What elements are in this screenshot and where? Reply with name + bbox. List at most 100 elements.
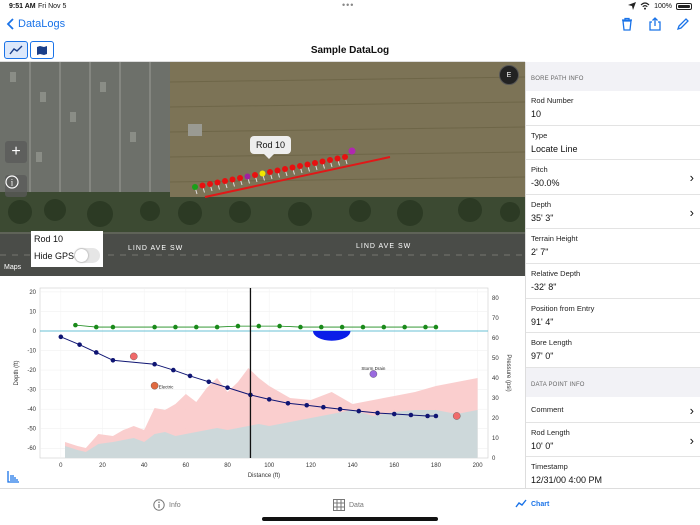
tab-info[interactable]: Info <box>153 499 181 511</box>
y2-tick-label: 20 <box>492 416 499 422</box>
pencil-icon[interactable] <box>676 17 690 31</box>
multitask-dots-icon[interactable]: ••• <box>342 0 355 10</box>
rod-marker[interactable] <box>214 179 221 186</box>
bore-field-label: Rod Number <box>531 96 574 105</box>
bore-field-value: 35' 3" <box>531 212 554 223</box>
y-axis-label: Depth (ft) <box>14 360 20 385</box>
rod-marker[interactable] <box>192 184 198 190</box>
water-body <box>312 330 351 341</box>
bore-path-point <box>408 412 414 418</box>
y2-tick-label: 0 <box>492 456 496 462</box>
rod-marker[interactable] <box>199 182 206 189</box>
bore-field-value: 10 <box>531 109 542 119</box>
rod-length-row[interactable]: Rod Length 10' 0" › <box>526 422 700 458</box>
terrain-point <box>173 324 178 330</box>
rod-marker[interactable] <box>207 181 213 187</box>
map-view-button[interactable] <box>30 41 54 59</box>
y-tick-label: -10 <box>27 349 36 355</box>
x-tick-label: 60 <box>183 463 190 469</box>
page-title: Sample DataLog <box>310 45 390 56</box>
rod-marker[interactable] <box>304 161 311 168</box>
bore-field-value: 91' 4" <box>531 316 554 327</box>
y-tick-label: 0 <box>33 329 37 335</box>
chevron-left-icon <box>6 18 14 30</box>
rod-marker[interactable] <box>297 163 303 169</box>
hide-gps-toggle[interactable] <box>74 248 100 263</box>
compass-icon[interactable]: E <box>499 65 519 85</box>
x-tick-label: 80 <box>224 463 231 469</box>
comment-row[interactable]: Comment › <box>526 396 700 423</box>
rod-marker[interactable] <box>327 157 333 163</box>
tab-chart[interactable]: Chart <box>515 499 549 509</box>
chevron-right-icon: › <box>689 170 694 186</box>
rod-marker[interactable] <box>237 175 243 181</box>
bore-path-point <box>337 406 343 412</box>
bore-path-point <box>391 411 397 417</box>
x-tick-label: 40 <box>141 463 148 469</box>
rod-marker[interactable] <box>319 158 326 165</box>
rod-marker[interactable] <box>259 170 266 177</box>
bore-chart[interactable]: 20 10 0 -10 -20 -30 -40 -50 -60 0 20 40 60 80 100 120 14… <box>0 278 525 488</box>
y-tick-label: -40 <box>27 407 36 413</box>
bore-field-label: Bore Length <box>531 338 572 348</box>
bore-path-point <box>304 402 310 408</box>
bore-field-row[interactable]: Depth 35' 3" › <box>526 194 700 230</box>
chart-view-button[interactable] <box>4 41 28 59</box>
rod-marker[interactable] <box>267 169 273 175</box>
locate-marker[interactable] <box>348 147 356 155</box>
tab-data-label: Data <box>349 501 364 509</box>
bore-path-point <box>171 367 176 373</box>
svg-text:i: i <box>11 178 14 188</box>
back-label: DataLogs <box>18 18 66 30</box>
terrain-point <box>73 322 78 328</box>
x-tick-label: 120 <box>306 463 317 469</box>
rod-marker[interactable] <box>244 173 251 180</box>
rod-marker[interactable] <box>282 166 288 172</box>
chart-marker <box>452 412 461 420</box>
terrain-point <box>193 324 199 330</box>
rod-marker[interactable] <box>289 164 296 171</box>
rod-marker[interactable] <box>229 176 236 183</box>
x-tick-label: 140 <box>348 463 359 469</box>
chevron-right-icon: › <box>689 402 694 418</box>
bore-path-point <box>356 408 362 414</box>
bore-path-point <box>93 350 99 355</box>
info-panel: BORE PATH INFO Rod Number 10 Type Locate Li… <box>525 62 700 488</box>
tab-data[interactable]: Data <box>333 499 364 511</box>
rod-marker[interactable] <box>252 172 258 178</box>
bore-field-row[interactable]: Pitch -30.0% › <box>526 160 700 195</box>
y-tick-label: 10 <box>29 309 36 315</box>
bore-field-label: Depth <box>531 199 552 209</box>
y2-axis-label: Pressure (psi) <box>505 354 511 391</box>
back-button[interactable]: DataLogs <box>6 18 65 30</box>
rod-marker[interactable] <box>222 178 228 184</box>
rod-marker[interactable] <box>312 160 318 166</box>
chart-options-icon <box>7 471 19 483</box>
chart-options-button[interactable] <box>3 467 23 487</box>
bore-path-point <box>225 385 230 390</box>
trash-icon[interactable] <box>620 17 634 31</box>
info-icon: i <box>5 175 19 189</box>
map-info-button[interactable]: i <box>5 175 27 197</box>
rod-marker[interactable] <box>274 167 281 174</box>
y2-tick-label: 30 <box>492 396 499 402</box>
comment-label: Comment <box>531 404 564 414</box>
wifi-icon <box>640 2 650 10</box>
zoom-in-button[interactable]: + <box>5 141 27 163</box>
rod-marker[interactable] <box>342 154 348 160</box>
x-axis-label: Distance (ft) <box>248 473 280 479</box>
x-tick-label: 200 <box>473 463 484 469</box>
y2-tick-label: 50 <box>492 356 499 362</box>
hide-gps-row: Hide GPS <box>34 248 100 263</box>
status-time: 9:51 AM <box>9 3 36 10</box>
terrain-point <box>214 324 220 330</box>
timestamp-row: Timestamp 12/31/00 4:00 PM <box>526 457 700 488</box>
rod-marker[interactable] <box>334 155 341 162</box>
bore-field-label: Pitch <box>531 165 548 175</box>
home-indicator[interactable] <box>262 517 438 521</box>
battery-percent: 100% <box>654 2 672 10</box>
x-tick-label: 20 <box>99 463 106 469</box>
share-icon[interactable] <box>648 17 662 31</box>
bore-fields: Rod Number 10 Type Locate Line Pitch -30.0% › D… <box>526 91 700 368</box>
